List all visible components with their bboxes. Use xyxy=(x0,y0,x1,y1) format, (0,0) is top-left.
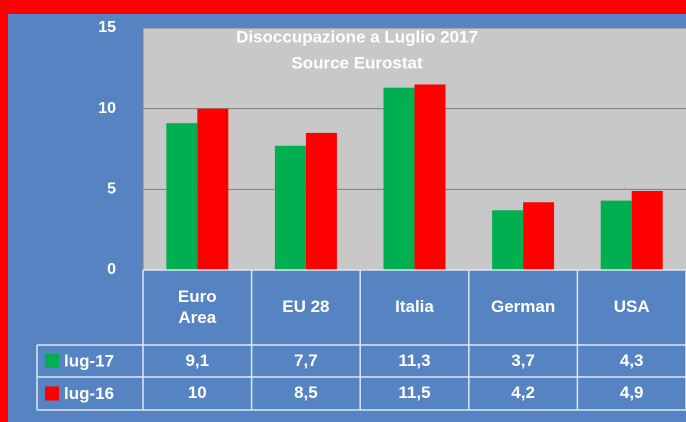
y-tick-label: 10 xyxy=(98,100,116,117)
bar xyxy=(383,87,415,271)
bar xyxy=(166,123,198,270)
data-label-cell: 4,9 xyxy=(619,383,644,403)
data-label-cell: 3,7 xyxy=(511,350,535,370)
data-label: 11,3 xyxy=(398,350,431,370)
chart-subtitle: Source Eurostat xyxy=(291,53,423,72)
bar xyxy=(305,132,337,270)
data-label: 4,3 xyxy=(619,350,644,370)
y-tick-label: 0 xyxy=(107,261,116,278)
data-label: 10 xyxy=(187,383,207,403)
x-tick-label-cell: EU 28 xyxy=(282,297,330,317)
data-label-cell: 4,2 xyxy=(511,383,535,403)
bar xyxy=(414,84,446,270)
y-tick-label: 5 xyxy=(107,181,116,198)
x-tick-label: Euro Area xyxy=(177,287,217,327)
legend-label: lug-16 xyxy=(64,384,114,403)
data-label-cell: 7,7 xyxy=(294,350,318,370)
data-label: 3,7 xyxy=(511,350,535,370)
data-label: 4,2 xyxy=(511,383,535,403)
data-label: 11,5 xyxy=(398,383,431,403)
data-label: 9,1 xyxy=(185,350,210,370)
x-tick-label: German xyxy=(490,297,556,317)
bar xyxy=(631,190,663,270)
data-label-cell: 11,5 xyxy=(398,383,431,403)
data-label: 8,5 xyxy=(294,383,318,403)
x-tick-label-cell: German xyxy=(490,297,556,317)
legend-label: lug-17 xyxy=(64,351,114,370)
legend-key xyxy=(45,386,59,401)
bar xyxy=(600,200,632,270)
x-tick-label-cell: Italia xyxy=(395,297,434,317)
y-tick-label: 15 xyxy=(98,19,116,36)
data-label-cell: 10 xyxy=(187,383,207,403)
x-tick-label: EU 28 xyxy=(282,297,330,317)
data-label: 7,7 xyxy=(294,350,318,370)
data-label-cell: 8,5 xyxy=(294,383,318,403)
data-label: 4,9 xyxy=(619,383,644,403)
chart-title: Disoccupazione a Luglio 2017 xyxy=(236,27,478,46)
bar xyxy=(523,202,555,270)
x-tick-label: Italia xyxy=(395,297,434,317)
data-label-cell: 4,3 xyxy=(619,350,644,370)
x-tick-label: USA xyxy=(613,297,650,317)
bar xyxy=(274,145,306,270)
bar xyxy=(492,210,524,270)
legend-key xyxy=(45,354,59,368)
data-label-cell: 9,1 xyxy=(185,350,210,370)
x-tick-label-cell: Euro Area xyxy=(177,287,217,327)
bar xyxy=(197,108,229,271)
data-label-cell: 11,3 xyxy=(398,350,431,370)
x-tick-label-cell: USA xyxy=(613,297,650,317)
